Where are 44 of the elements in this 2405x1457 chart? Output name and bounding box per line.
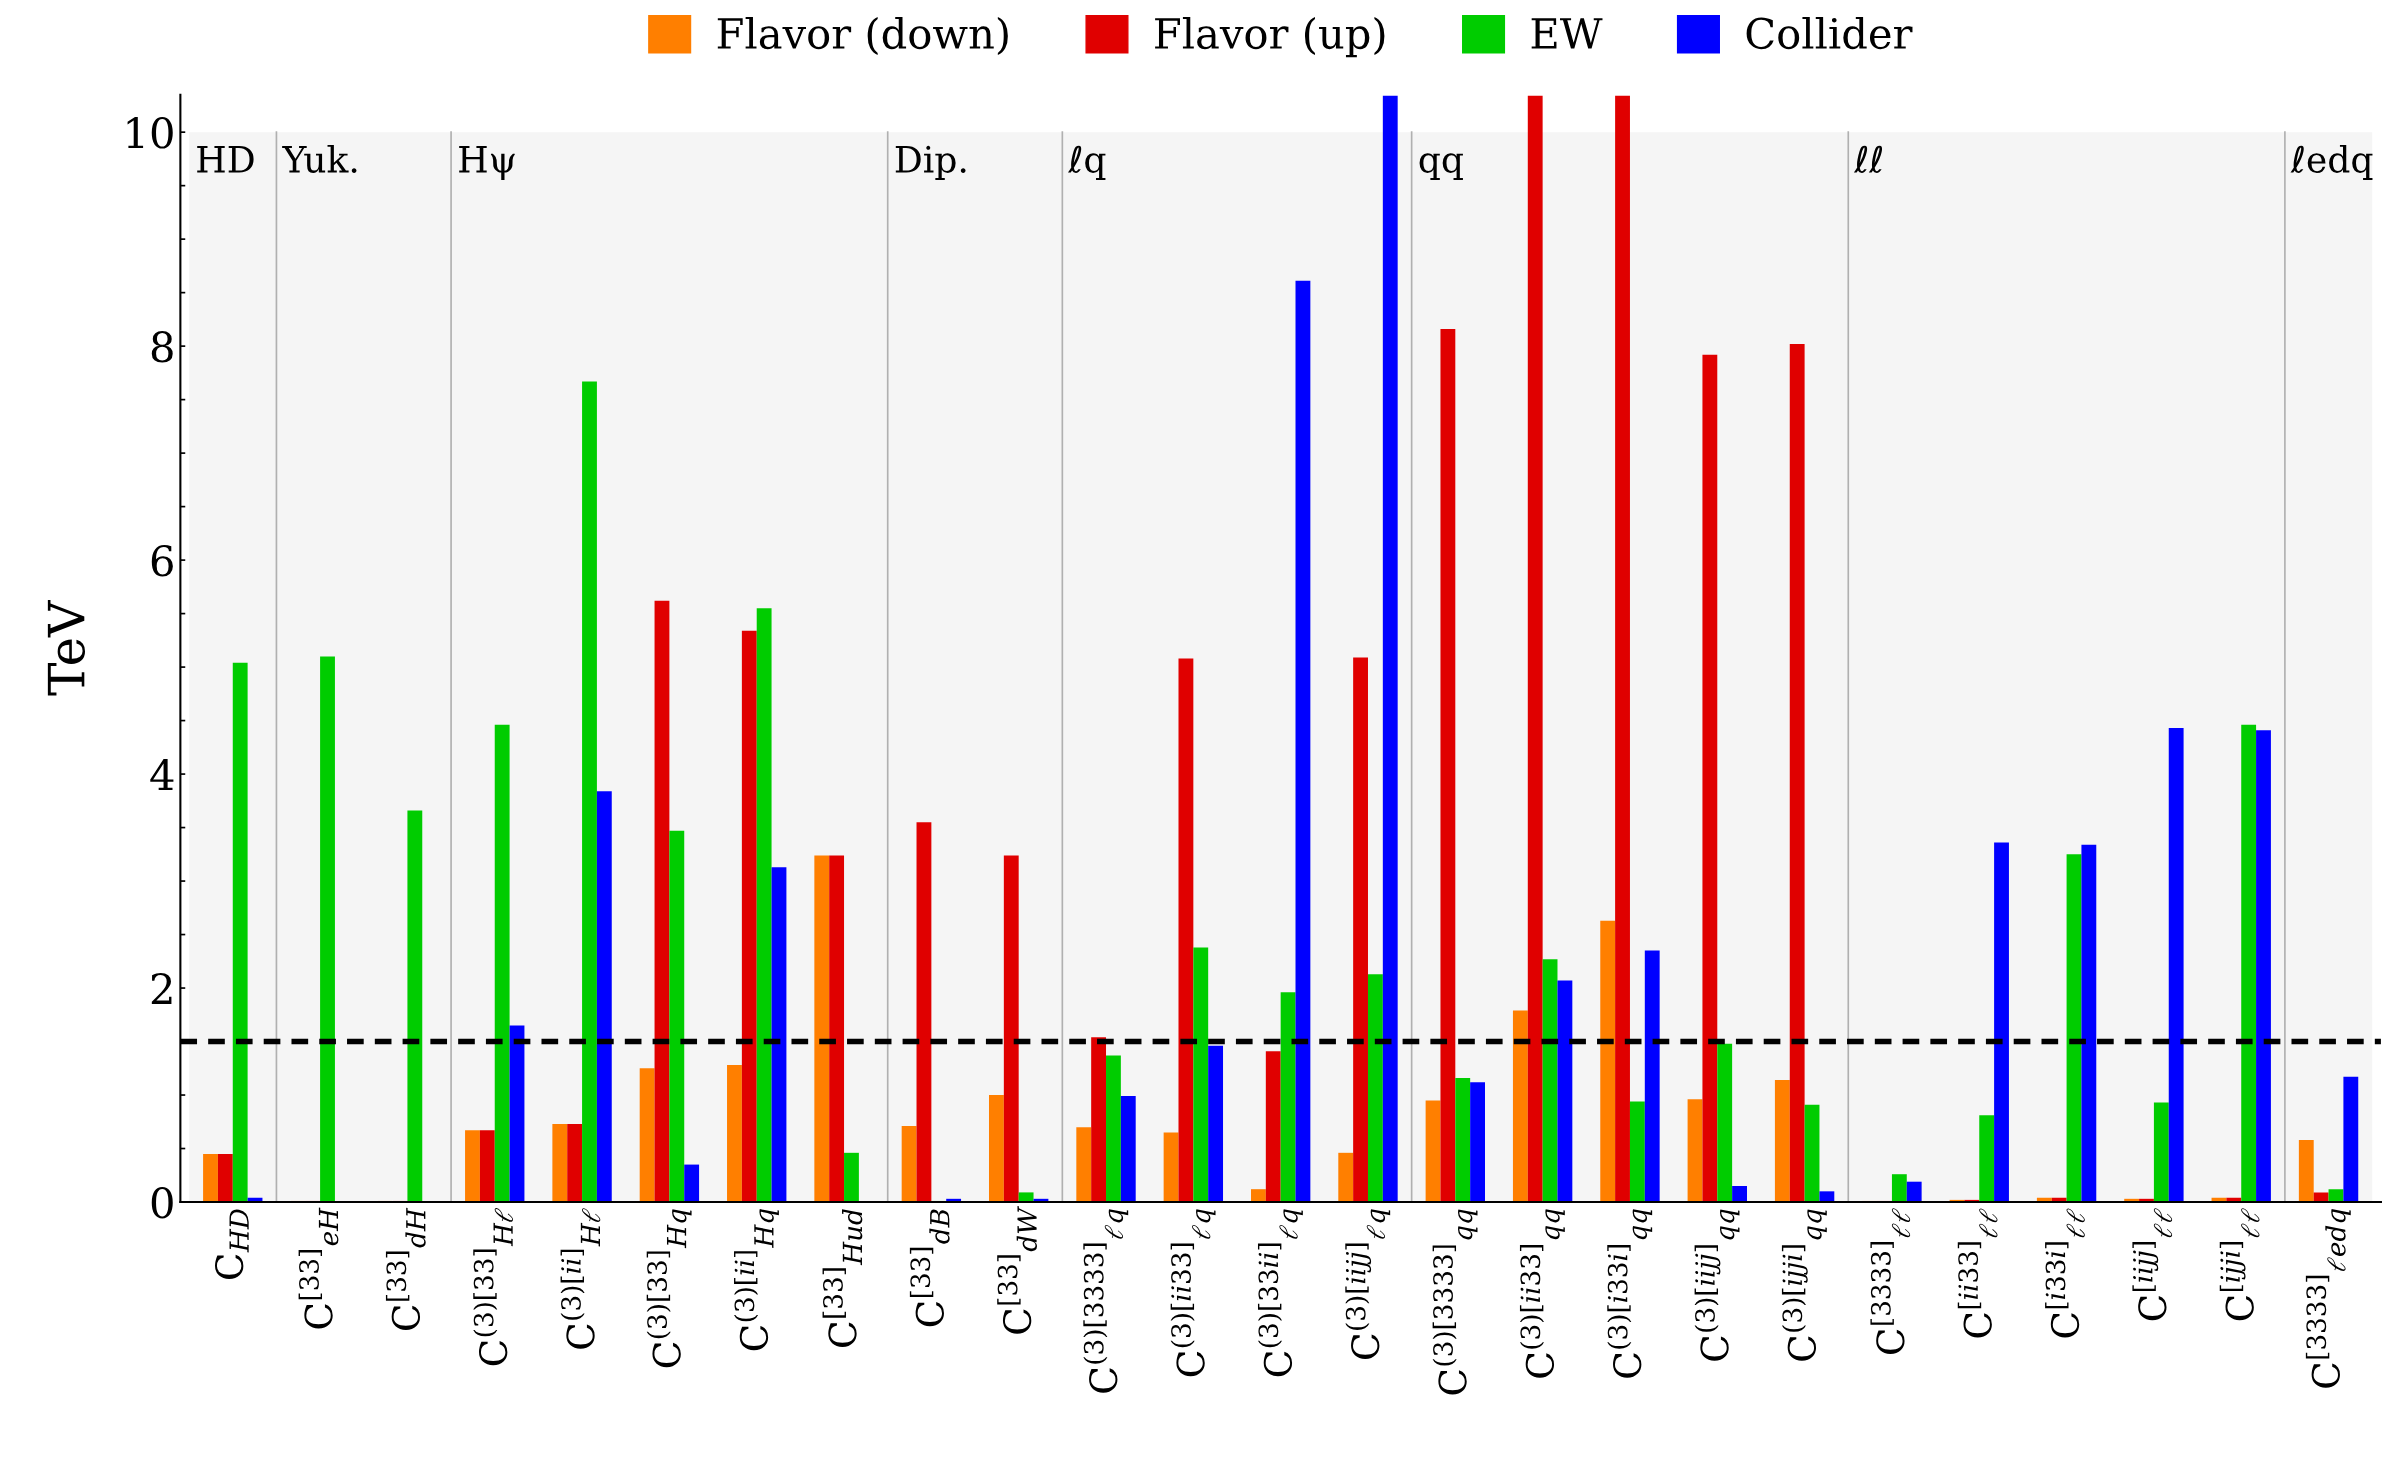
x-tick-label: C$^{(3)[ii33]}$$_{qq}$ (1519, 1209, 1565, 1378)
x-tick-label: C$^{(3)[ii33]}$$_{ℓq}$ (1170, 1209, 1216, 1377)
x-tick-label: C$^{(3)[3333]}$$_{ℓq}$ (1083, 1209, 1129, 1393)
x-tick-label: C$^{(3)[i33i]}$$_{qq}$ (1607, 1209, 1653, 1378)
x-tick-label: C$^{[ii33]}$$_{ℓℓ}$ (1957, 1208, 1998, 1338)
x-tick-label: C$^{[33]}$$_{Hud}$ (822, 1209, 863, 1347)
x-tick-label: C$^{[33]}$$_{dW}$ (997, 1206, 1037, 1334)
y-tick-label: 10 (127, 117, 173, 149)
y-tick-label: 8 (151, 331, 173, 363)
legend-label: Flavor (down) (717, 16, 1008, 56)
y-tick-label: 0 (151, 1186, 173, 1219)
x-tick-label: C$_{HD}$ (214, 1209, 249, 1280)
band-label: ℓq (1067, 145, 1106, 180)
y-tick-label: 2 (151, 972, 172, 1004)
x-tick-label: C$^{[33]}$$_{eH}$ (298, 1207, 339, 1329)
x-tick-label: C$^{[3333]}$$_{ℓedq}$ (2305, 1209, 2351, 1388)
y-tick-label: 6 (151, 545, 173, 577)
band-label: Yuk. (282, 144, 357, 173)
x-tick-label: C$^{(3)[33ii]}$$_{ℓq}$ (1257, 1209, 1303, 1377)
x-tick-label: C$^{[33]}$$_{dB}$ (909, 1209, 950, 1327)
legend-label: Flavor (up) (1155, 16, 1385, 58)
band-label: Hψ (459, 146, 515, 180)
band-label: ℓedq (2290, 144, 2373, 180)
x-tick-label: C$^{(3)[ii]}$$_{Hq}$ (734, 1209, 779, 1351)
x-tick-label: C$^{(3)[ii]}$$_{Hℓ}$ (560, 1208, 601, 1349)
band-label: Dip. (895, 145, 966, 180)
x-tick-label: C$^{[3333]}$$_{ℓℓ}$ (1870, 1208, 1911, 1355)
x-tick-label: C$^{(3)[ijji]}$$_{qq}$ (1781, 1209, 1827, 1361)
x-tick-label: C$^{(3)[33]}$$_{Hℓ}$ (473, 1208, 513, 1366)
y-axis-title: TeV (47, 600, 86, 696)
y-tick-label: 4 (150, 758, 174, 790)
legend-label: EW (1531, 18, 1603, 49)
x-tick-label: C$^{[iijj]}$$_{ℓℓ}$ (2132, 1208, 2173, 1321)
x-tick-label: C$^{[33]}$$_{dH}$ (385, 1207, 426, 1331)
x-tick-label: C$^{[i33i]}$$_{ℓℓ}$ (2045, 1208, 2085, 1338)
x-tick-label: C$^{(3)[3333]}$$_{qq}$ (1432, 1209, 1478, 1395)
x-tick-label: C$^{[ijji]}$$_{ℓℓ}$ (2219, 1208, 2260, 1321)
x-tick-label: C$^{(3)[iijj]}$$_{ℓq}$ (1345, 1209, 1391, 1359)
band-label: HD (197, 146, 254, 173)
x-tick-label: C$^{(3)[iijj]}$$_{qq}$ (1694, 1209, 1740, 1361)
band-label: qq (1419, 153, 1463, 180)
legend-label: Collider (1746, 16, 1913, 50)
band-label: ℓℓ (1853, 145, 1883, 173)
x-tick-label: C$^{(3)[33]}$$_{Hq}$ (646, 1209, 692, 1368)
